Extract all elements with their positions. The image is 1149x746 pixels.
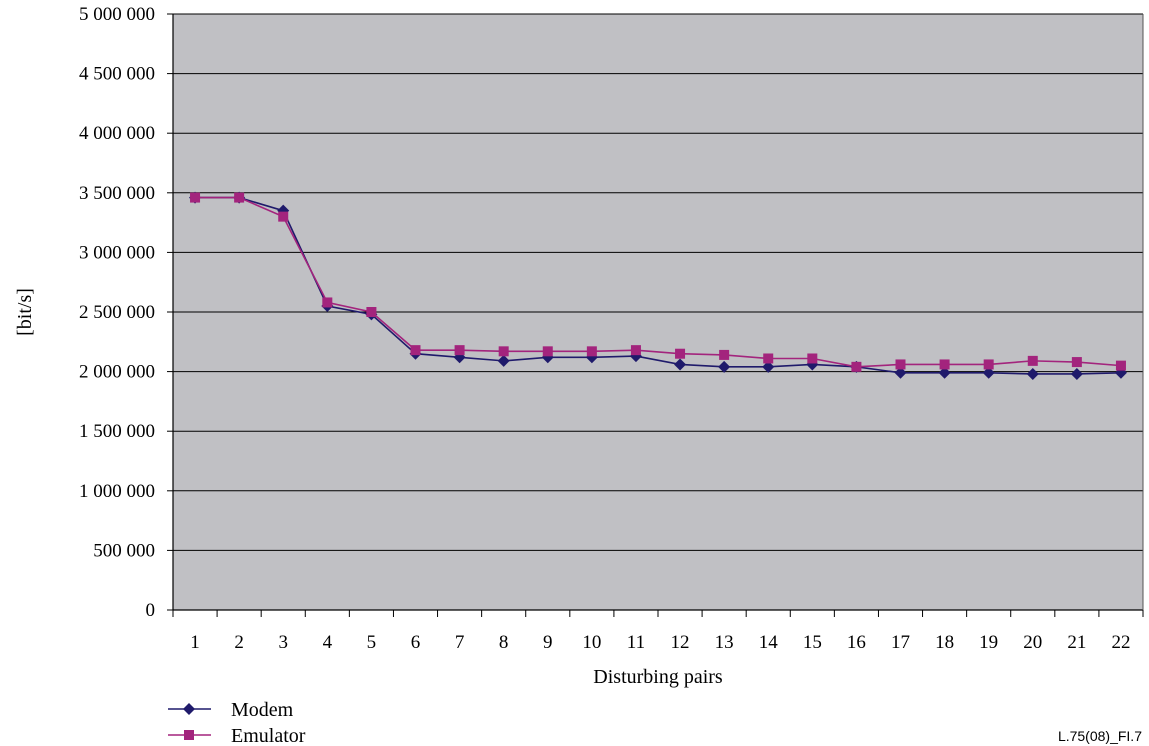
x-tick-label: 7 — [455, 632, 465, 653]
modem-marker — [938, 366, 951, 379]
gridlines — [173, 13, 1143, 551]
emulator-marker — [895, 359, 906, 370]
legend-item-emulator: Emulator — [168, 725, 306, 746]
series-group — [189, 191, 1127, 380]
x-tick-label: 16 — [847, 632, 866, 653]
emulator-marker — [807, 353, 818, 364]
x-tick-label: 9 — [543, 632, 553, 653]
emulator-marker — [366, 307, 377, 317]
x-tick-label: 12 — [671, 632, 690, 653]
y-tick-label: 500 000 — [93, 540, 155, 561]
y-axis-ticks: 0 500 000 1 000 000 1 500 000 2 000 000 2 500… — [79, 4, 173, 621]
x-tick-label: 4 — [323, 632, 333, 653]
modem-marker — [497, 354, 510, 367]
modem-line — [195, 196, 1121, 375]
x-tick-label: 22 — [1111, 632, 1130, 653]
series-emulator — [190, 192, 1126, 372]
emulator-marker — [454, 345, 465, 356]
x-tick-label: 8 — [499, 632, 509, 653]
x-tick-label: 6 — [411, 632, 421, 653]
x-tick-label: 17 — [891, 632, 910, 653]
y-tick-label: 4 000 000 — [79, 123, 155, 144]
emulator-marker — [630, 345, 641, 356]
emulator-marker — [586, 346, 597, 357]
emulator-marker — [234, 192, 245, 203]
modem-marker — [718, 360, 731, 373]
y-tick-label: 2 500 000 — [79, 302, 155, 323]
emulator-marker — [983, 359, 994, 370]
emulator-marker — [410, 345, 421, 356]
legend-item-modem: Modem — [168, 699, 294, 721]
emulator-marker — [498, 346, 509, 357]
x-tick-label: 20 — [1023, 632, 1042, 653]
x-tick-label: 13 — [715, 632, 734, 653]
x-tick-label: 10 — [582, 632, 601, 653]
y-tick-label: 1 500 000 — [79, 421, 155, 442]
x-tick-label: 2 — [234, 632, 244, 653]
x-tick-label: 15 — [803, 632, 822, 653]
y-tick-label: 5 000 000 — [79, 4, 155, 25]
modem-marker — [674, 358, 687, 371]
emulator-marker — [675, 348, 686, 359]
x-axis-title: Disturbing pairs — [593, 666, 723, 688]
emulator-marker — [1071, 357, 1082, 368]
y-tick-label: 3 500 000 — [79, 183, 155, 204]
modem-marker — [762, 360, 775, 373]
modem-marker — [982, 366, 995, 379]
modem-marker — [894, 366, 907, 379]
y-tick-label: 1 000 000 — [79, 481, 155, 502]
emulator-marker — [190, 192, 201, 203]
x-tick-label: 18 — [935, 632, 954, 653]
emulator-marker — [851, 361, 862, 372]
modem-marker — [1070, 367, 1083, 380]
y-tick-label: 3 000 000 — [79, 242, 155, 263]
legend: Modem Emulator — [168, 699, 306, 746]
emulator-marker — [719, 349, 730, 360]
legend-emulator-marker — [184, 730, 194, 740]
x-tick-label: 19 — [979, 632, 998, 653]
x-tick-label: 14 — [759, 632, 779, 653]
y-tick-label: 2 000 000 — [79, 362, 155, 383]
x-tick-label: 11 — [627, 632, 645, 653]
x-tick-label: 3 — [278, 632, 288, 653]
emulator-marker — [939, 359, 950, 370]
emulator-marker — [763, 353, 774, 364]
x-tick-label: 5 — [367, 632, 377, 653]
emulator-marker — [322, 297, 333, 308]
x-tick-label: 21 — [1067, 632, 1086, 653]
modem-marker — [1026, 367, 1039, 380]
emulator-marker — [542, 346, 553, 357]
legend-label-modem: Modem — [231, 699, 294, 721]
x-tick-label: 1 — [190, 632, 200, 653]
y-tick-label: 4 500 000 — [79, 64, 155, 85]
x-axis-ticks: 1 2 3 4 5 6 7 8 9 10 11 12 13 14 15 16 17 18 19 20 21 22 — [172, 610, 1144, 653]
emulator-marker — [1027, 355, 1038, 366]
y-tick-label: 0 — [146, 600, 156, 621]
emulator-marker — [278, 211, 289, 222]
emulator-marker — [1115, 360, 1126, 371]
emulator-line — [195, 196, 1122, 368]
legend-modem-marker — [183, 703, 195, 715]
legend-label-emulator: Emulator — [231, 725, 306, 746]
figure-id: L.75(08)_FI.7 — [1058, 728, 1142, 744]
y-axis-title: [bit/s] — [14, 288, 36, 336]
